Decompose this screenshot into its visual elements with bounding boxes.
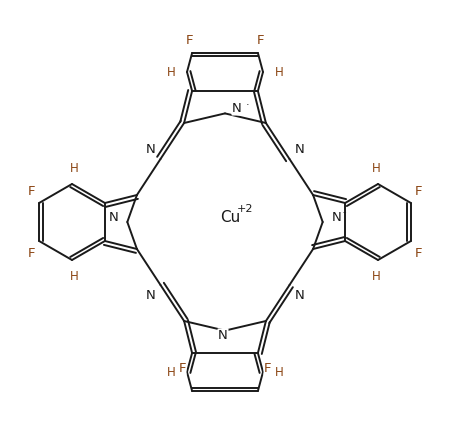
Text: F: F: [264, 361, 272, 374]
Text: N: N: [146, 289, 155, 301]
Text: H: H: [70, 270, 78, 282]
Text: +2: +2: [237, 204, 253, 214]
Text: N: N: [146, 143, 155, 155]
Text: F: F: [27, 246, 35, 259]
Text: F: F: [185, 33, 193, 47]
Text: H: H: [372, 270, 380, 282]
Text: H: H: [70, 162, 78, 174]
Text: N: N: [295, 289, 304, 301]
Text: Cu: Cu: [220, 210, 240, 225]
Text: H: H: [274, 66, 284, 79]
Text: ·: ·: [246, 100, 250, 111]
Text: H: H: [166, 365, 176, 378]
Text: H: H: [372, 162, 380, 174]
Text: -: -: [343, 207, 346, 217]
Text: H: H: [166, 66, 176, 79]
Text: F: F: [257, 33, 265, 47]
Text: N: N: [218, 329, 228, 342]
Text: F: F: [415, 185, 423, 198]
Text: N: N: [332, 210, 342, 223]
Text: N: N: [232, 102, 242, 115]
Text: H: H: [274, 365, 284, 378]
Text: F: F: [415, 246, 423, 259]
Text: N: N: [295, 143, 304, 155]
Text: F: F: [178, 361, 186, 374]
Text: F: F: [27, 185, 35, 198]
Text: N: N: [108, 210, 118, 223]
